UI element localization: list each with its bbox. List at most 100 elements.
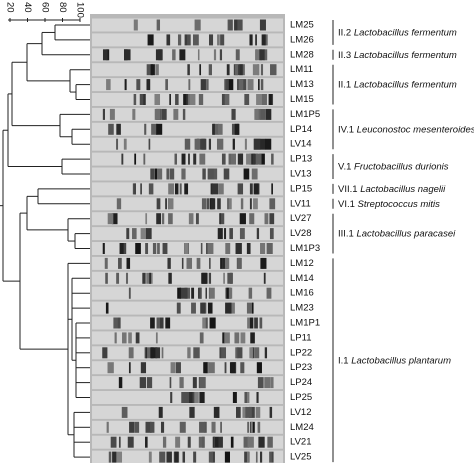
gel-band xyxy=(105,272,108,284)
gel-band xyxy=(181,257,184,269)
gel-band xyxy=(113,317,120,329)
gel-band xyxy=(227,79,234,91)
gel-band xyxy=(201,436,205,448)
gel-band xyxy=(143,153,146,165)
scale-label: 40 xyxy=(22,2,33,13)
gel-band xyxy=(181,392,187,403)
gel-band xyxy=(243,168,250,180)
gel-lane xyxy=(92,48,283,62)
gel-band xyxy=(168,213,173,225)
gel-band xyxy=(259,19,266,31)
gel-band xyxy=(191,287,195,299)
gel-band xyxy=(269,213,275,225)
gel-band xyxy=(145,213,148,225)
lane-label: LV11 xyxy=(290,198,311,209)
lane-label: LM16 xyxy=(290,288,314,299)
gel-band xyxy=(265,108,272,120)
scale-label: 60 xyxy=(39,2,50,13)
gel-band xyxy=(188,79,191,91)
gel-band xyxy=(259,153,265,165)
lane-label: LP24 xyxy=(290,377,312,388)
gel-band xyxy=(234,64,239,76)
gel-band xyxy=(125,272,129,284)
gel-lane xyxy=(92,197,283,211)
dendrogram xyxy=(0,24,90,458)
gel-band xyxy=(264,347,268,359)
gel-band xyxy=(240,332,246,344)
gel-band xyxy=(124,49,131,61)
gel-band xyxy=(264,377,271,389)
gel-band xyxy=(204,421,207,433)
gel-band xyxy=(133,183,137,195)
gel-band xyxy=(188,153,190,165)
gel-band xyxy=(212,436,219,448)
gel-band xyxy=(267,436,273,448)
gel-band xyxy=(218,436,223,448)
gel-lane xyxy=(92,435,283,449)
gel-band xyxy=(249,198,252,210)
gel-band xyxy=(260,257,267,269)
gel-band xyxy=(253,198,258,210)
gel-band xyxy=(157,168,163,180)
gel-band xyxy=(189,392,193,403)
gel-band xyxy=(242,406,247,418)
gel-band xyxy=(140,228,147,240)
gel-band xyxy=(175,94,179,105)
gel-band xyxy=(235,406,241,418)
gel-band xyxy=(264,213,269,225)
lane-label: LM1P5 xyxy=(290,109,320,120)
gel-band xyxy=(200,302,206,314)
gel-band xyxy=(189,406,195,418)
gel-band xyxy=(224,94,230,105)
gel-band xyxy=(175,436,181,448)
gel-band xyxy=(250,332,255,344)
gel-band xyxy=(129,421,135,433)
gel-band xyxy=(216,138,224,150)
gel-band xyxy=(166,168,170,180)
gel-band xyxy=(269,451,272,463)
gel-band xyxy=(207,302,213,314)
group-code: IV.1 xyxy=(338,124,354,135)
gel-band xyxy=(239,64,243,76)
gel-band xyxy=(202,317,206,329)
gel-lane xyxy=(92,301,283,315)
scale-label: 80 xyxy=(57,2,68,13)
gel-band xyxy=(243,436,250,448)
gel-band xyxy=(212,123,215,135)
gel-band xyxy=(249,34,253,46)
gel-band xyxy=(121,153,124,165)
gel-band xyxy=(154,168,158,180)
gel-band xyxy=(160,421,165,433)
gel-band xyxy=(128,347,134,359)
gel-band xyxy=(256,94,262,105)
gel-band xyxy=(145,421,152,433)
gel-band xyxy=(139,94,146,105)
gel-band xyxy=(108,451,112,463)
gel-band xyxy=(107,213,114,225)
gel-band xyxy=(148,451,152,463)
gel-band xyxy=(186,257,193,269)
gel-band xyxy=(264,138,272,150)
gel-band xyxy=(240,198,244,210)
gel-lane xyxy=(92,450,283,463)
gel-band xyxy=(105,302,109,314)
gel-band xyxy=(269,228,274,240)
gel-band xyxy=(266,287,272,299)
gel-band xyxy=(169,94,171,105)
group-label: III.1 Lactobacillus paracasei xyxy=(338,228,456,239)
gel-lane xyxy=(92,227,283,241)
gel-band xyxy=(151,347,158,359)
gel-lane xyxy=(92,420,283,434)
gel-band xyxy=(258,79,260,91)
gel-band xyxy=(268,94,272,105)
gel-band xyxy=(156,213,162,225)
lane-label: LM15 xyxy=(290,94,314,105)
gel-band xyxy=(145,347,148,359)
gel-band xyxy=(229,228,233,240)
gel-band xyxy=(227,272,233,284)
gel-band xyxy=(252,64,260,76)
gel-band xyxy=(116,123,121,135)
gel-band xyxy=(254,138,261,150)
gel-band xyxy=(187,64,190,76)
